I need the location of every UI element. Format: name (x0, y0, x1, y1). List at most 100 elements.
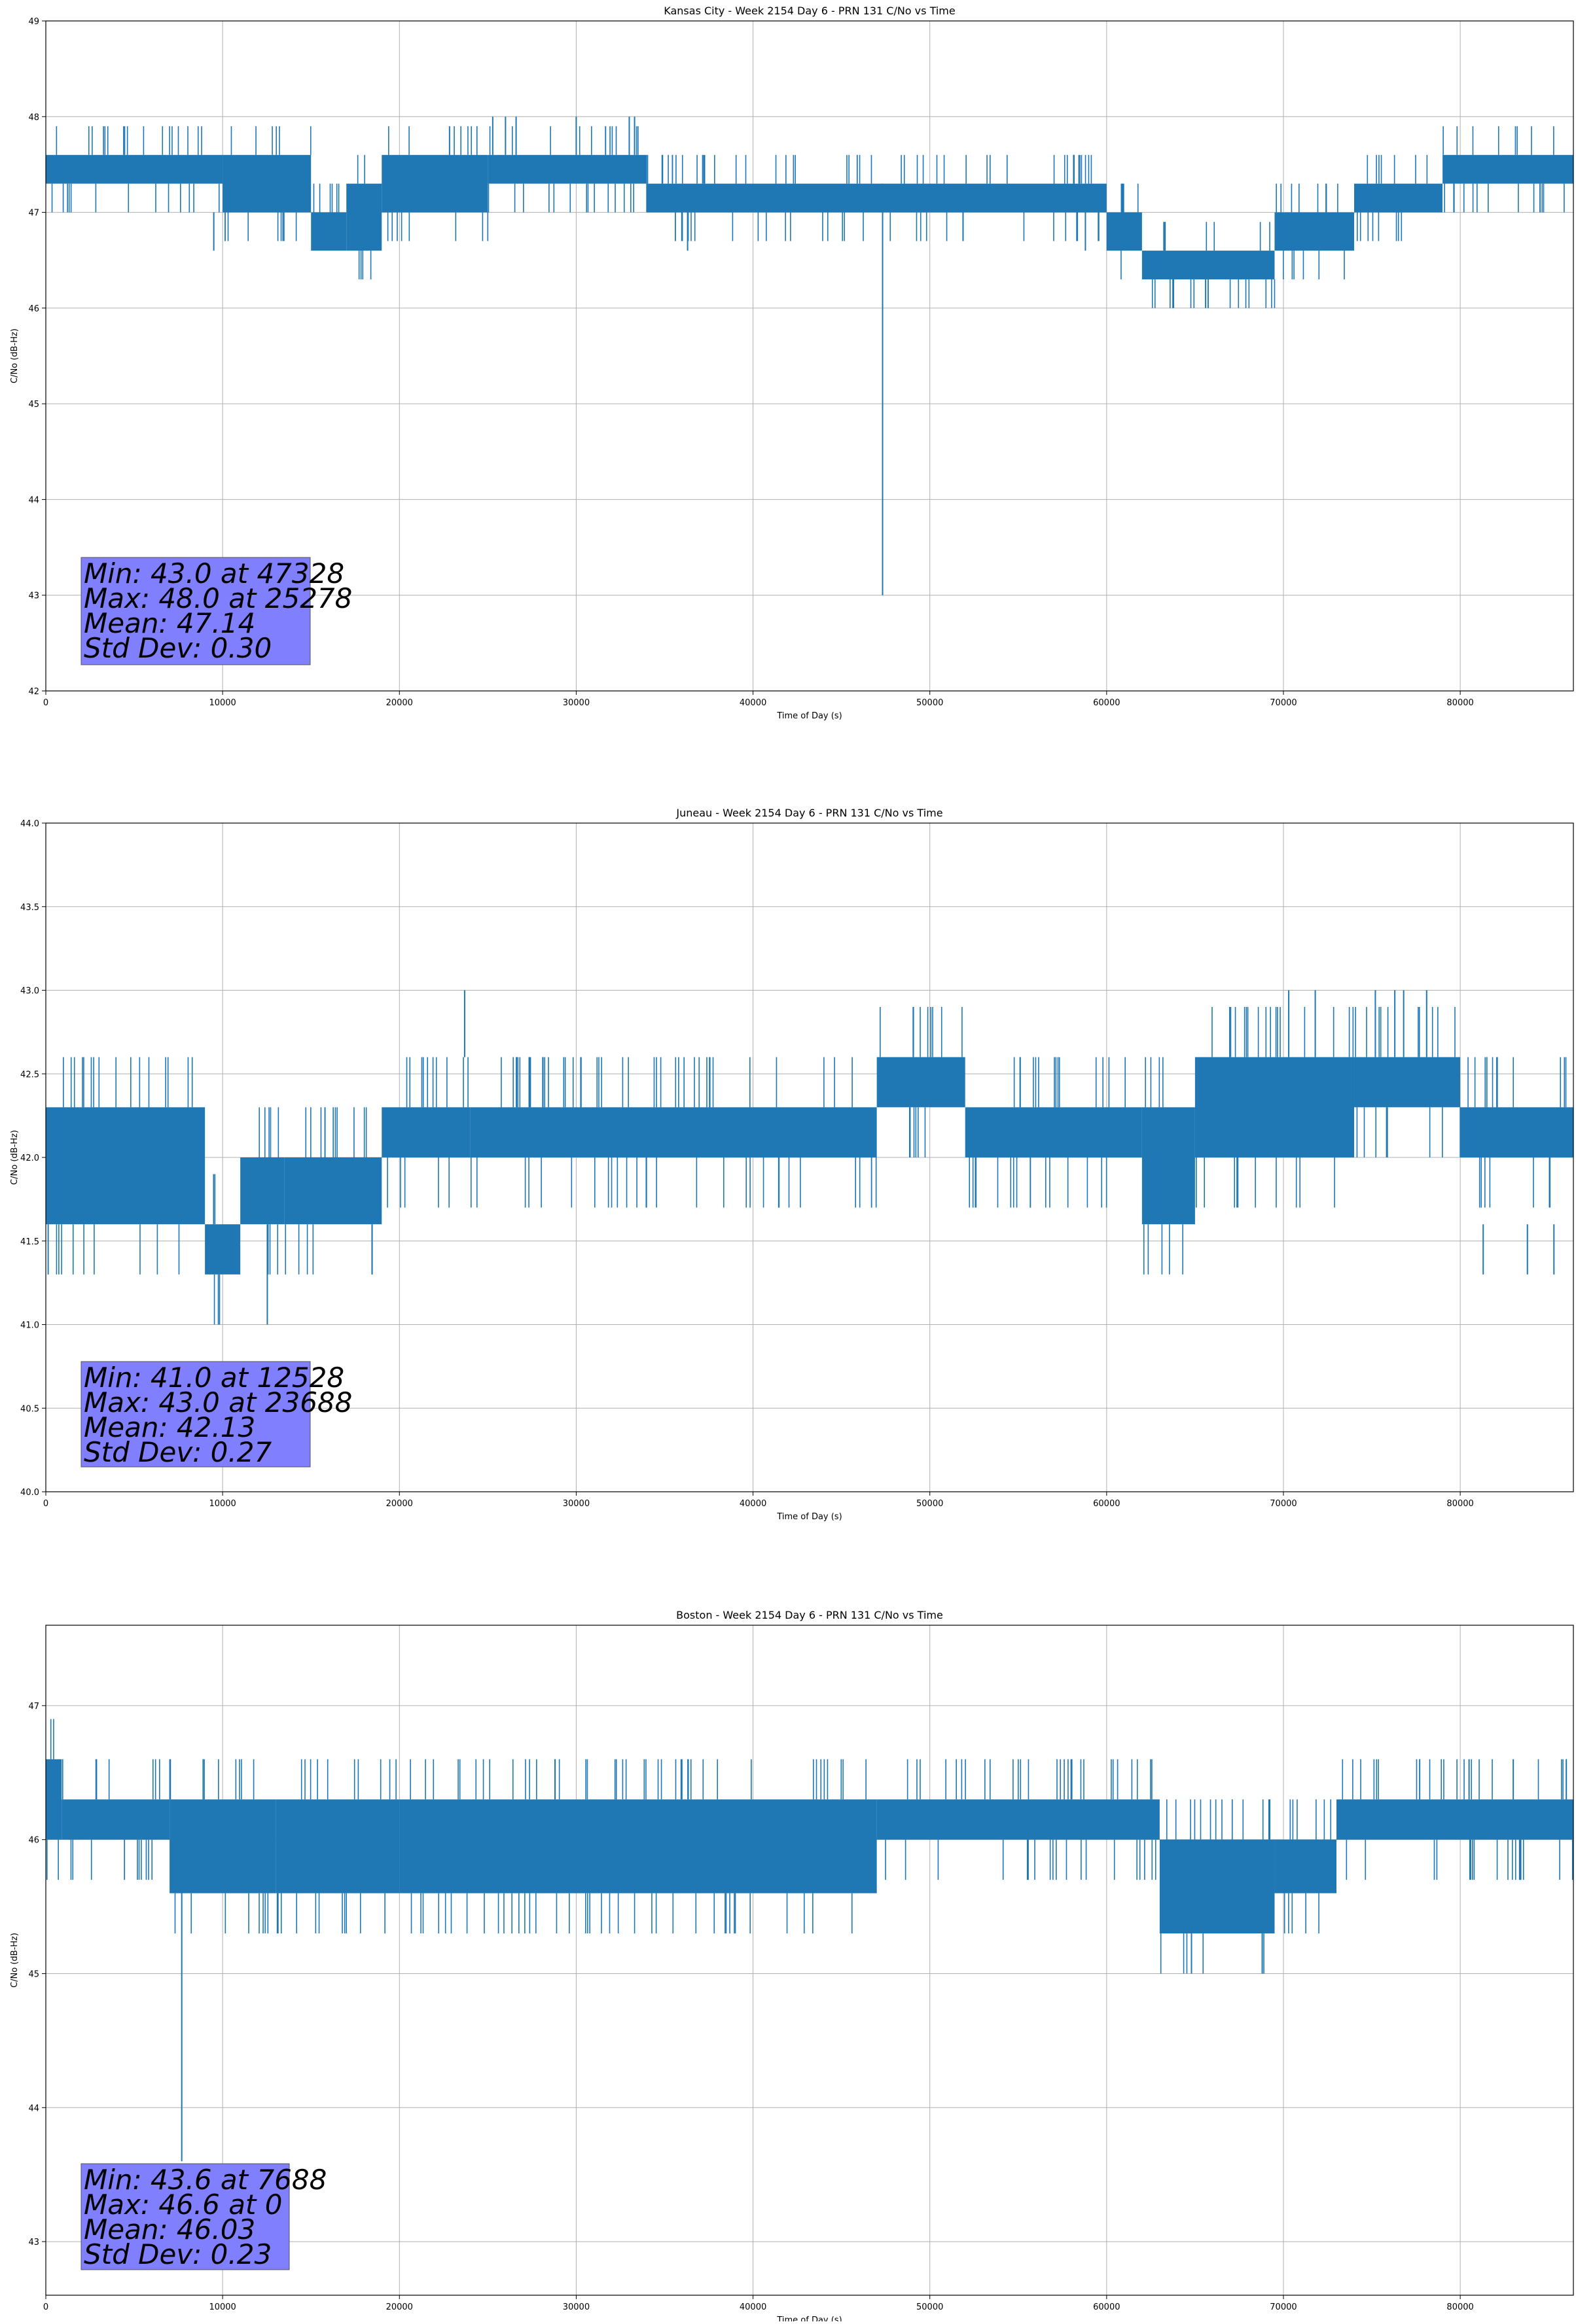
stats-box-background (81, 1361, 311, 1468)
y-tick-label: 45 (28, 400, 39, 410)
data-band-8 (1274, 1839, 1337, 1893)
data-band-1 (46, 1107, 206, 1225)
chart-title: Boston - Week 2154 Day 6 - PRN 131 C/No … (676, 1609, 943, 1621)
data-band-2 (223, 154, 312, 213)
x-tick-label: 40000 (740, 1499, 766, 1509)
stats-line: Min: 43.0 at 47328 (84, 557, 344, 590)
stats-box-background (81, 557, 311, 665)
y-axis-label: C/No (dB-Hz) (10, 328, 20, 383)
data-band-7 (1159, 1839, 1275, 1934)
x-tick-label: 20000 (386, 2302, 413, 2312)
data-band-2 (205, 1224, 241, 1275)
series-line (46, 1719, 1573, 2162)
data-band-4 (276, 1799, 400, 1893)
x-tick-label: 40000 (740, 698, 766, 708)
stats-line: Mean: 46.03 (84, 2213, 255, 2245)
data-band-10 (1274, 212, 1355, 251)
x-axis-label: Time of Day (s) (776, 2315, 842, 2321)
chart-panel-1: 0 10000 20000 30000 40000 50000 60000 70000 8000… (10, 5, 1574, 721)
axes-frame (45, 1625, 1574, 2296)
x-tick-label: 50000 (916, 698, 943, 708)
plot-area (46, 1625, 1573, 2295)
x-tick-label: 0 (43, 2302, 48, 2312)
series-line (46, 990, 1573, 1325)
data-band-2 (62, 1799, 170, 1840)
x-tick-label: 10000 (209, 1499, 236, 1509)
x-tick-label: 20000 (386, 698, 413, 708)
y-tick-label: 41.0 (20, 1321, 39, 1331)
x-tick-label: 60000 (1093, 698, 1120, 708)
data-band-12 (1460, 1107, 1573, 1157)
x-tick-label: 30000 (563, 1499, 590, 1509)
chart-title: Kansas City - Week 2154 Day 6 - PRN 131 … (664, 5, 955, 17)
y-tick-label: 43 (28, 591, 39, 601)
data-band-8 (965, 1107, 1142, 1157)
x-tick-label: 80000 (1446, 698, 1473, 708)
y-tick-label: 40.0 (20, 1488, 39, 1498)
data-band-5 (382, 1107, 471, 1157)
x-tick-label: 70000 (1270, 698, 1297, 708)
stats-line: Max: 43.0 at 23688 (84, 1386, 352, 1418)
x-tick-label: 50000 (916, 1499, 943, 1509)
y-tick-label: 41.5 (20, 1237, 39, 1247)
y-tick-label: 46 (28, 304, 39, 314)
y-tick-label: 45 (28, 1969, 39, 1979)
y-tick-label: 46 (28, 1836, 39, 1846)
y-tick-label: 47 (28, 1702, 39, 1712)
stats-line: Max: 48.0 at 25278 (84, 582, 352, 614)
x-tick-label: 60000 (1093, 1499, 1120, 1509)
x-tick-label: 80000 (1446, 2302, 1473, 2312)
y-tick-label: 49 (28, 17, 39, 27)
data-band-10 (1194, 1057, 1355, 1157)
chart-panel-3: 0 10000 20000 30000 40000 50000 60000 70000 8000… (10, 1609, 1574, 2324)
data-band-1 (46, 154, 223, 184)
stats-line: Std Dev: 0.23 (84, 2238, 272, 2270)
x-tick-label: 20000 (386, 1499, 413, 1509)
data-band-12 (1442, 154, 1573, 184)
x-tick-label: 40000 (740, 2302, 766, 2312)
y-tick-label: 42 (28, 687, 39, 697)
x-axis-label: Time of Day (s) (776, 711, 842, 721)
data-band-3 (170, 1799, 276, 1893)
data-band-9 (1141, 1107, 1195, 1225)
data-band-1 (46, 1759, 62, 1840)
data-band-3 (311, 212, 347, 251)
data-band-9 (1336, 1799, 1573, 1840)
x-tick-label: 50000 (916, 2302, 943, 2312)
y-tick-label: 43 (28, 2238, 39, 2247)
data-band-7 (876, 1057, 965, 1108)
x-tick-label: 30000 (563, 698, 590, 708)
x-tick-label: 10000 (209, 698, 236, 708)
y-tick-label: 43.5 (20, 903, 39, 913)
y-tick-label: 44 (28, 495, 39, 505)
stats-line: Mean: 47.14 (84, 607, 255, 639)
data-band-6 (876, 1799, 1160, 1840)
stats-line: Min: 41.0 at 12528 (84, 1362, 344, 1394)
x-tick-label: 10000 (209, 2302, 236, 2312)
data-band-9 (1141, 251, 1275, 279)
data-band-4 (346, 183, 382, 251)
y-tick-label: 42.0 (20, 1153, 39, 1163)
stats-line: Min: 43.6 at 7688 (84, 2164, 327, 2196)
y-tick-label: 40.5 (20, 1404, 39, 1414)
x-tick-label: 60000 (1093, 2302, 1120, 2312)
x-tick-label: 70000 (1270, 1499, 1297, 1509)
data-band-6 (488, 154, 647, 184)
y-axis-label: C/No (dB-Hz) (10, 1933, 20, 1988)
x-tick-label: 30000 (563, 2302, 590, 2312)
x-axis-label: Time of Day (s) (776, 1512, 842, 1522)
stats-line: Std Dev: 0.27 (84, 1436, 272, 1468)
chart-title: Juneau - Week 2154 Day 6 - PRN 131 C/No … (675, 807, 942, 819)
chart-panel-2: 0 10000 20000 30000 40000 50000 60000 70000 8000… (10, 807, 1574, 1522)
x-tick-label: 0 (43, 698, 48, 708)
y-axis-label: C/No (dB-Hz) (10, 1130, 20, 1185)
y-tick-label: 48 (28, 113, 39, 122)
data-band-11 (1354, 183, 1443, 213)
data-band-5 (382, 154, 488, 213)
y-tick-label: 44 (28, 2104, 39, 2113)
stats-line: Mean: 42.13 (84, 1411, 255, 1443)
